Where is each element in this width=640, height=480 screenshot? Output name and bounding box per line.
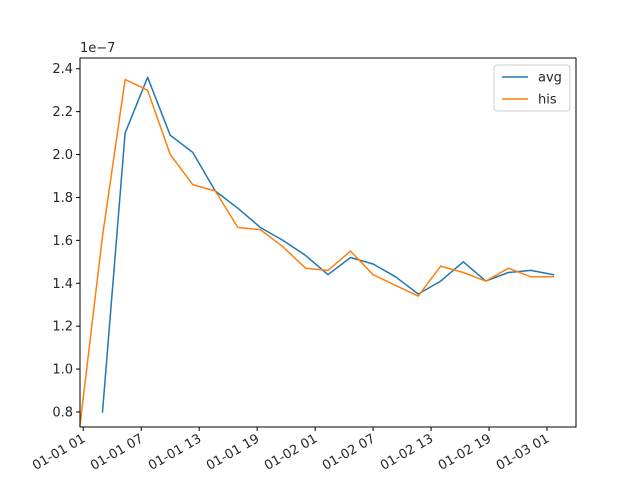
legend: avg his: [493, 64, 571, 112]
y-tick-label: 2.4: [52, 62, 73, 77]
y-tick-label: 0.8: [52, 405, 73, 420]
y-tick-label: 1.8: [52, 191, 73, 206]
plot-frame: [79, 57, 577, 428]
series-line-his: [79, 78, 555, 426]
y-offset-text: 1e−7: [80, 41, 115, 56]
y-tick-label: 1.6: [52, 234, 73, 249]
series-line-avg: [101, 76, 555, 413]
y-tick-label: 1.2: [52, 320, 73, 335]
series-layer: [79, 76, 555, 426]
y-tick-label: 1.0: [52, 363, 73, 378]
y-tick-label: 1.4: [52, 277, 73, 292]
y-tick-label: 2.2: [52, 105, 73, 120]
legend-label-avg: avg: [538, 71, 562, 86]
legend-label-his: his: [538, 93, 557, 108]
y-tick-label: 2.0: [52, 148, 73, 163]
y-axis: 0.8 1.0 1.2 1.4 1.6 1.8 2.0 2.2 2.4: [52, 62, 80, 420]
